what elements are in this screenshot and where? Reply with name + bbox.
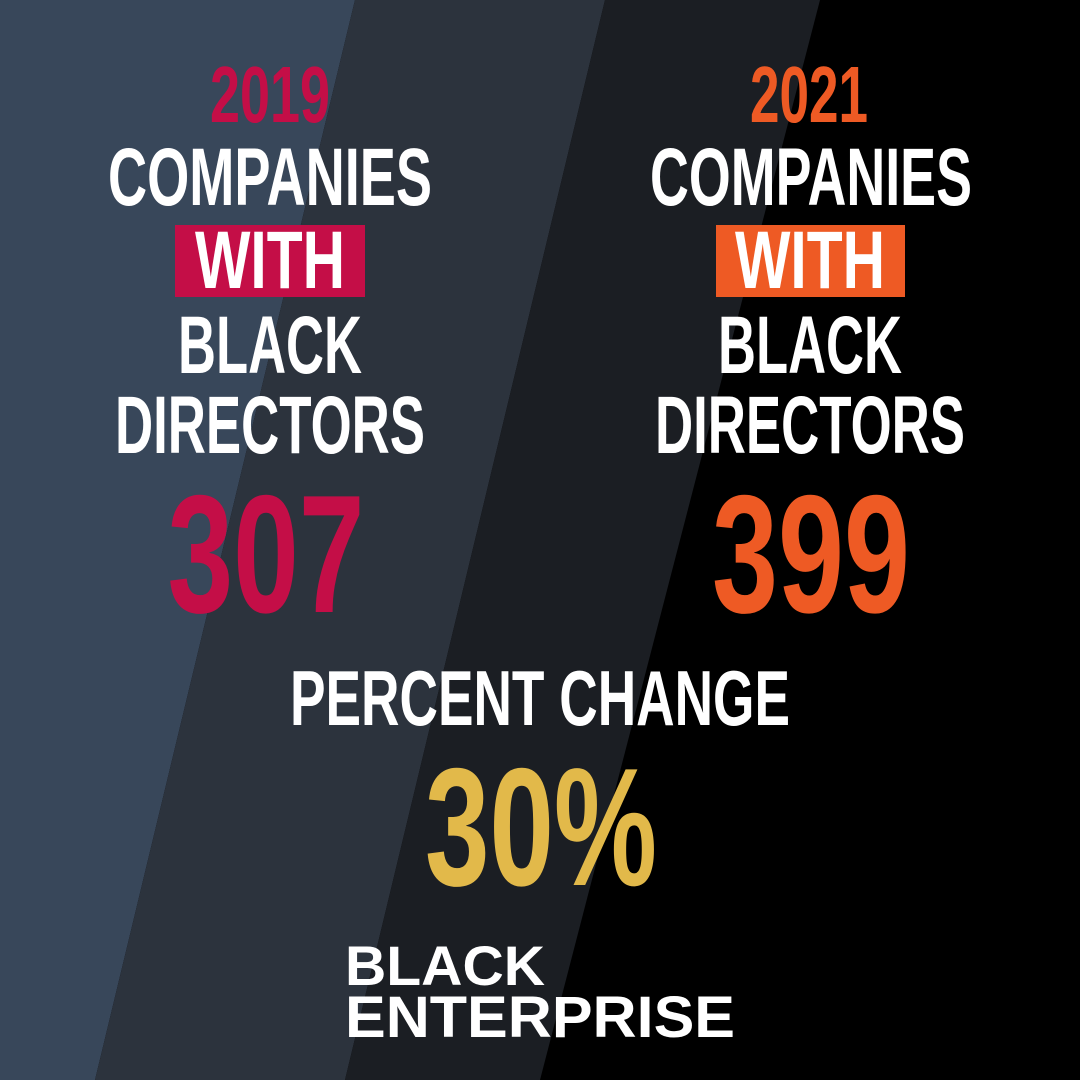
change-label: PERCENT CHANGE — [290, 654, 790, 742]
stripe — [345, 0, 820, 1080]
year: 2019 — [210, 50, 330, 139]
change-value: 30% — [425, 733, 657, 921]
headline-line: BLACK — [718, 300, 902, 391]
headline-line: WITH — [195, 215, 345, 306]
headline-line: BLACK — [178, 300, 362, 391]
count: 399 — [712, 460, 910, 648]
headline-line: DIRECTORS — [655, 380, 965, 471]
headline-line: COMPANIES — [108, 132, 432, 223]
logo-line: ENTERPRISE — [345, 985, 735, 1050]
headline-line: WITH — [735, 215, 885, 306]
logo-line: BLACK — [345, 934, 545, 997]
year: 2021 — [750, 50, 868, 139]
highlight-box — [175, 225, 365, 297]
headline-line: DIRECTORS — [115, 380, 425, 471]
stripe — [95, 0, 605, 1080]
headline-line: COMPANIES — [650, 132, 972, 223]
highlight-box — [716, 225, 905, 297]
count: 307 — [168, 460, 365, 648]
